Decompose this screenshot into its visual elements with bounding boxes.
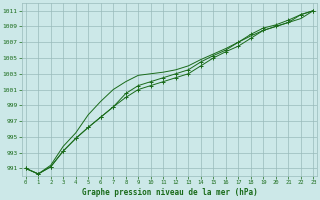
X-axis label: Graphe pression niveau de la mer (hPa): Graphe pression niveau de la mer (hPa) [82, 188, 257, 197]
